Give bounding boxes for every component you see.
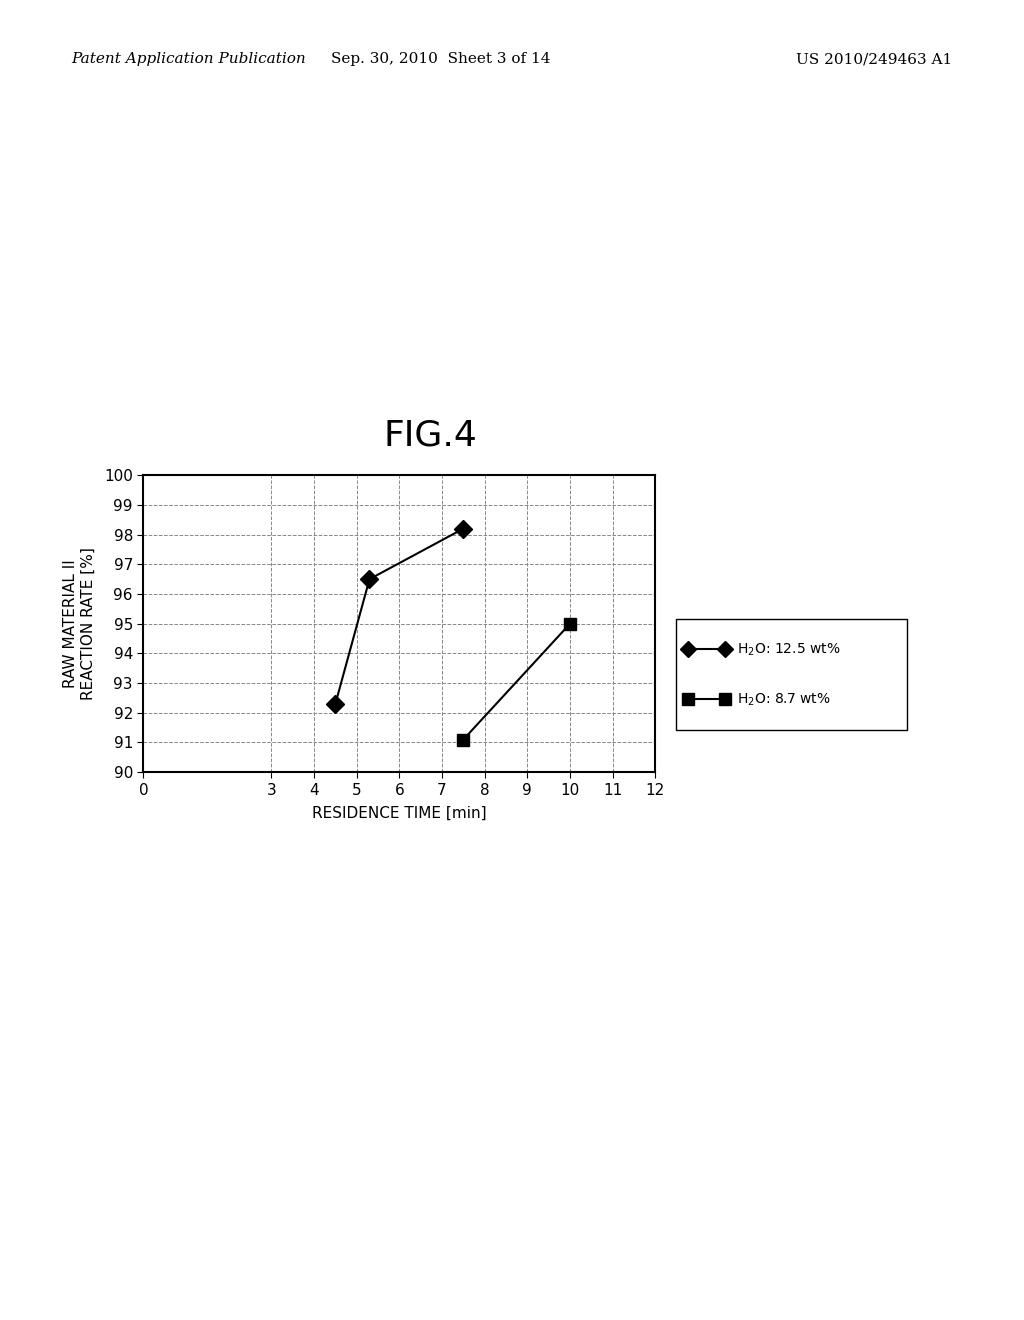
X-axis label: RESIDENCE TIME [min]: RESIDENCE TIME [min] [312,807,486,821]
Text: US 2010/249463 A1: US 2010/249463 A1 [796,53,952,66]
Text: $\mathregular{H_2O}$: 8.7 wt%: $\mathregular{H_2O}$: 8.7 wt% [737,692,830,708]
Text: Sep. 30, 2010  Sheet 3 of 14: Sep. 30, 2010 Sheet 3 of 14 [331,53,550,66]
Text: Patent Application Publication: Patent Application Publication [72,53,306,66]
Y-axis label: RAW MATERIAL II
REACTION RATE [%]: RAW MATERIAL II REACTION RATE [%] [63,548,95,700]
Text: FIG.4: FIG.4 [383,418,477,453]
Text: $\mathregular{H_2O}$: 12.5 wt%: $\mathregular{H_2O}$: 12.5 wt% [737,642,841,657]
FancyBboxPatch shape [676,619,906,730]
